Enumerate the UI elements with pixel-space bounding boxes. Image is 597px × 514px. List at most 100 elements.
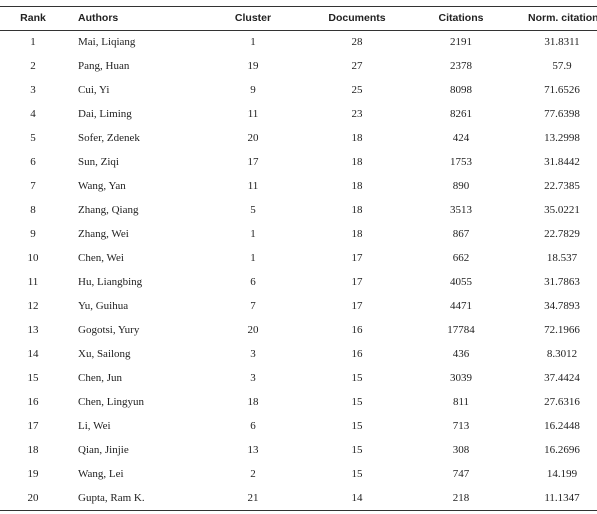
- rank-cell: 10: [27, 252, 39, 264]
- citations-cell: 3039: [450, 372, 472, 384]
- documents-cell: 15: [351, 444, 363, 456]
- cluster-cell: 2: [250, 468, 256, 480]
- citations-cell: 218: [452, 492, 470, 504]
- cluster-cell: 6: [250, 420, 256, 432]
- author-cell: Wang, Yan: [78, 180, 126, 192]
- citations-cell: 662: [452, 252, 470, 264]
- documents-cell: 18: [351, 156, 363, 168]
- rank-cell: 4: [30, 108, 36, 120]
- author-cell: Mai, Liqiang: [78, 36, 136, 48]
- rank-cell: 7: [30, 180, 36, 192]
- citations-cell: 2191: [450, 36, 472, 48]
- documents-cell: 16: [351, 348, 363, 360]
- author-cell: Qian, Jinjie: [78, 444, 129, 456]
- norm-citation-cell: 57.9: [552, 60, 572, 72]
- cluster-cell: 3: [250, 348, 256, 360]
- norm-citation-cell: 8.3012: [546, 348, 578, 360]
- header-norm-citation: Norm. citation: [528, 12, 597, 24]
- cluster-cell: 1: [250, 228, 256, 240]
- documents-cell: 18: [351, 204, 363, 216]
- citations-cell: 747: [452, 468, 470, 480]
- documents-cell: 15: [351, 372, 363, 384]
- norm-citation-cell: 27.6316: [544, 396, 580, 408]
- author-cell: Zhang, Qiang: [78, 204, 139, 216]
- rank-cell: 13: [27, 324, 39, 336]
- citations-cell: 17784: [447, 324, 475, 336]
- author-cell: Cui, Yi: [78, 84, 110, 96]
- norm-citation-cell: 18.537: [546, 252, 578, 264]
- citations-cell: 1753: [450, 156, 472, 168]
- author-cell: Hu, Liangbing: [78, 276, 143, 288]
- documents-cell: 17: [351, 276, 363, 288]
- rank-cell: 11: [27, 276, 39, 288]
- rank-cell: 12: [27, 300, 39, 312]
- citations-cell: 867: [452, 228, 470, 240]
- norm-citation-cell: 31.8311: [544, 36, 580, 48]
- header-citations: Citations: [438, 12, 484, 24]
- norm-citation-cell: 71.6526: [544, 84, 580, 96]
- author-cell: Xu, Sailong: [78, 348, 131, 360]
- bottom-rule: [0, 510, 597, 511]
- cluster-cell: 9: [250, 84, 256, 96]
- documents-cell: 15: [351, 420, 363, 432]
- citations-cell: 424: [452, 132, 470, 144]
- cluster-cell: 1: [250, 36, 256, 48]
- documents-cell: 18: [351, 228, 363, 240]
- author-cell: Chen, Jun: [78, 372, 122, 384]
- author-cell: Gogotsi, Yury: [78, 324, 140, 336]
- norm-citation-cell: 16.2448: [544, 420, 580, 432]
- author-cell: Chen, Wei: [78, 252, 124, 264]
- author-cell: Dai, Liming: [78, 108, 132, 120]
- rank-cell: 15: [27, 372, 39, 384]
- author-cell: Sun, Ziqi: [78, 156, 119, 168]
- cluster-cell: 11: [247, 180, 259, 192]
- documents-cell: 15: [351, 468, 363, 480]
- cluster-cell: 6: [250, 276, 256, 288]
- norm-citation-cell: 22.7385: [544, 180, 580, 192]
- cluster-cell: 20: [247, 132, 259, 144]
- rank-cell: 19: [27, 468, 39, 480]
- citations-cell: 890: [452, 180, 470, 192]
- documents-cell: 15: [351, 396, 363, 408]
- documents-cell: 23: [351, 108, 363, 120]
- documents-cell: 14: [351, 492, 363, 504]
- rank-cell: 1: [30, 36, 36, 48]
- documents-cell: 25: [351, 84, 363, 96]
- header-rank: Rank: [20, 12, 46, 24]
- norm-citation-cell: 72.1966: [544, 324, 580, 336]
- cluster-cell: 5: [250, 204, 256, 216]
- citations-cell: 3513: [450, 204, 472, 216]
- rank-cell: 2: [30, 60, 36, 72]
- header-author: Authors: [78, 12, 119, 24]
- header-cluster: Cluster: [234, 12, 272, 24]
- norm-citation-cell: 31.8442: [544, 156, 580, 168]
- author-cell: Yu, Guihua: [78, 300, 129, 312]
- author-cell: Wang, Lei: [78, 468, 124, 480]
- cluster-cell: 21: [247, 492, 259, 504]
- citations-cell: 8261: [450, 108, 472, 120]
- author-cell: Sofer, Zdenek: [78, 132, 140, 144]
- norm-citation-cell: 22.7829: [544, 228, 580, 240]
- rank-cell: 5: [30, 132, 36, 144]
- rank-cell: 14: [27, 348, 39, 360]
- cluster-cell: 11: [247, 108, 259, 120]
- author-cell: Pang, Huan: [78, 60, 130, 72]
- citations-cell: 4055: [450, 276, 472, 288]
- rank-cell: 16: [27, 396, 39, 408]
- norm-citation-cell: 34.7893: [544, 300, 580, 312]
- cluster-cell: 17: [247, 156, 259, 168]
- rank-cell: 8: [30, 204, 36, 216]
- norm-citation-cell: 37.4424: [544, 372, 580, 384]
- header-documents: Documents: [328, 12, 386, 24]
- top-rule: [0, 6, 597, 7]
- norm-citation-cell: 77.6398: [544, 108, 580, 120]
- citations-cell: 436: [452, 348, 470, 360]
- cluster-cell: 20: [247, 324, 259, 336]
- header-rule: [0, 30, 597, 31]
- author-cell: Zhang, Wei: [78, 228, 129, 240]
- documents-cell: 27: [351, 60, 363, 72]
- documents-cell: 16: [351, 324, 363, 336]
- rank-cell: 20: [27, 492, 39, 504]
- author-cell: Chen, Lingyun: [78, 396, 144, 408]
- rank-cell: 17: [27, 420, 39, 432]
